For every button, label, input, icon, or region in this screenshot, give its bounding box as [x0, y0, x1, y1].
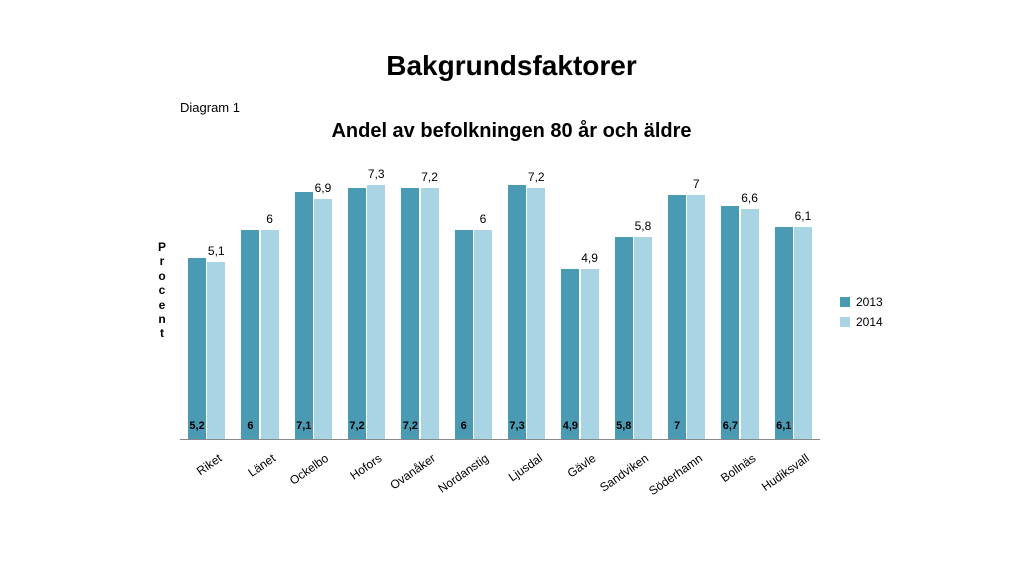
legend-item: 2014 [840, 315, 883, 329]
bar-2013-Riket: 5,2 [188, 258, 206, 440]
bar-2013-Nordanstig: 6 [455, 230, 473, 440]
y-axis-label: Procent [158, 240, 166, 341]
value-label-inside: 5,8 [615, 420, 633, 432]
value-label-inside: 6 [455, 420, 473, 432]
x-axis-label: Bollnäs [718, 451, 758, 485]
legend-label: 2014 [856, 315, 883, 329]
bar-2014-Söderhamn: 7 [687, 195, 705, 440]
x-axis-label: Hudiksvall [759, 451, 812, 494]
legend-swatch [840, 297, 850, 307]
x-axis-label: Gävle [564, 451, 598, 480]
x-axis-label: Riket [194, 451, 224, 478]
legend: 2013 2014 [840, 295, 883, 335]
x-axis-label: Länet [245, 451, 278, 480]
x-axis-label: Nordanstig [436, 451, 492, 496]
y-axis-label-letter: e [158, 298, 166, 312]
value-label-inside: 6,1 [775, 420, 793, 432]
bar-2013-Ockelbo: 7,1 [295, 192, 313, 441]
value-label: 5,1 [207, 244, 225, 258]
page-title: Bakgrundsfaktorer [0, 50, 1023, 82]
bar-2013-Ovanåker: 7,2 [401, 188, 419, 440]
bar-2013-Söderhamn: 7 [668, 195, 686, 440]
bar-2013-Gävle: 4,9 [561, 269, 579, 441]
y-axis-label-letter: t [158, 326, 166, 340]
bar-2014-Ljusdal: 7,2 [527, 188, 545, 440]
value-label-inside: 7,2 [401, 420, 419, 432]
bar-2013-Ljusdal: 7,3 [508, 185, 526, 441]
bar-2013-Sandviken: 5,8 [615, 237, 633, 440]
value-label: 5,8 [634, 219, 652, 233]
value-label-inside: 7 [668, 420, 686, 432]
value-label: 7,2 [527, 170, 545, 184]
value-label-inside: 5,2 [188, 420, 206, 432]
diagram-label: Diagram 1 [180, 100, 240, 115]
chart-subtitle: Andel av befolkningen 80 år och äldre [0, 120, 1023, 143]
bar-2014-Hudiksvall: 6,1 [794, 227, 812, 441]
bar-2014-Riket: 5,1 [207, 262, 225, 441]
value-label-inside: 4,9 [561, 420, 579, 432]
legend-item: 2013 [840, 295, 883, 309]
y-axis-label-letter: P [158, 240, 166, 254]
bar-2014-Bollnäs: 6,6 [741, 209, 759, 440]
value-label-inside: 6 [241, 420, 259, 432]
x-axis-label: Sandviken [597, 451, 651, 495]
value-label: 6 [474, 212, 492, 226]
bar-2014-Hofors: 7,3 [367, 185, 385, 441]
y-axis-label-letter: r [158, 254, 166, 268]
x-axis-baseline [180, 439, 820, 440]
legend-swatch [840, 317, 850, 327]
x-axis-label: Ockelbo [287, 451, 331, 488]
plot: 5,25,1667,16,97,27,37,27,2667,37,24,94,9… [180, 160, 820, 440]
value-label-inside: 7,2 [348, 420, 366, 432]
x-axis-label: Hofors [348, 451, 385, 483]
bar-2013-Länet: 6 [241, 230, 259, 440]
value-label: 4,9 [581, 251, 599, 265]
value-label: 6,9 [314, 181, 332, 195]
chart-area: 5,25,1667,16,97,27,37,27,2667,37,24,94,9… [180, 160, 820, 440]
value-label: 7 [687, 177, 705, 191]
bar-2014-Sandviken: 5,8 [634, 237, 652, 440]
legend-label: 2013 [856, 295, 883, 309]
value-label-inside: 6,7 [721, 420, 739, 432]
x-axis-label: Söderhamn [646, 451, 705, 498]
y-axis-label-letter: o [158, 269, 166, 283]
x-axis-label: Ovanåker [387, 451, 438, 492]
value-label: 7,2 [421, 170, 439, 184]
value-label: 7,3 [367, 167, 385, 181]
value-label-inside: 7,1 [295, 420, 313, 432]
bar-2013-Bollnäs: 6,7 [721, 206, 739, 441]
y-axis-label-letter: n [158, 312, 166, 326]
bar-2014-Ockelbo: 6,9 [314, 199, 332, 441]
bar-2013-Hofors: 7,2 [348, 188, 366, 440]
value-label-inside: 7,3 [508, 420, 526, 432]
bar-2014-Ovanåker: 7,2 [421, 188, 439, 440]
x-axis-label: Ljusdal [506, 451, 545, 484]
bar-2014-Länet: 6 [261, 230, 279, 440]
value-label: 6 [261, 212, 279, 226]
bar-2013-Hudiksvall: 6,1 [775, 227, 793, 441]
x-axis-labels: Riket Länet Ockelbo HoforsOvanåkerNordansti… [180, 445, 820, 505]
value-label: 6,1 [794, 209, 812, 223]
bar-2014-Nordanstig: 6 [474, 230, 492, 440]
bar-2014-Gävle: 4,9 [581, 269, 599, 441]
value-label: 6,6 [741, 191, 759, 205]
y-axis-label-letter: c [158, 283, 166, 297]
